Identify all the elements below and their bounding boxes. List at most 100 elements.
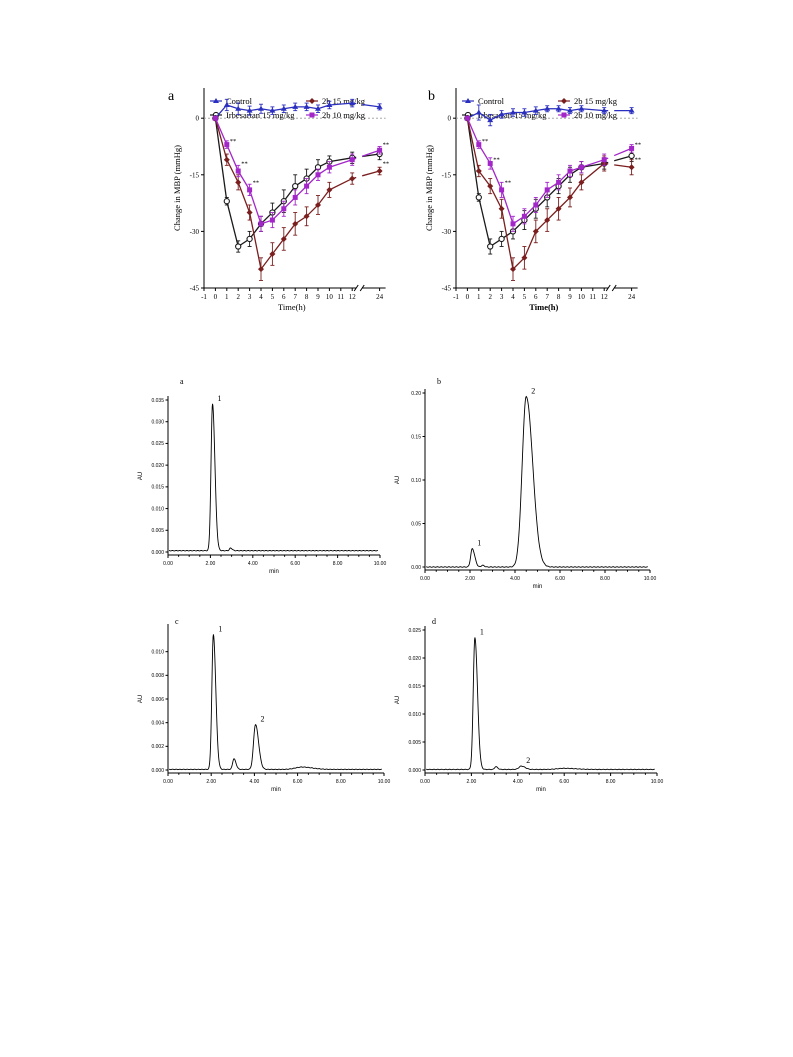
data-point	[487, 117, 494, 123]
y-tick-label: 0.15	[411, 434, 421, 440]
data-point	[304, 183, 310, 189]
legend-entry: 2b 15 mg/kg	[558, 96, 618, 106]
data-point	[349, 175, 356, 182]
significance-mark: **	[482, 138, 489, 145]
panel-letter: a	[168, 89, 175, 104]
legend-entry: Control	[210, 96, 253, 106]
significance-mark: **	[383, 142, 390, 149]
peak-label: 1	[477, 539, 481, 548]
legend-label: 2b 15 mg/kg	[574, 96, 618, 106]
data-point	[521, 109, 528, 115]
x-tick-label: 2.00	[467, 779, 477, 785]
y-tick-label: 0.005	[151, 528, 164, 534]
y-tick-label: -45	[190, 285, 200, 293]
data-point	[475, 194, 482, 201]
axis-break-mark	[611, 284, 617, 292]
peak-label: 2	[260, 714, 264, 723]
data-point	[544, 105, 551, 111]
x-tick-label: 4.00	[250, 779, 260, 785]
x-tick-label: 10	[326, 293, 334, 301]
x-tick-label: -1	[453, 293, 459, 301]
chromatogram-trace	[168, 403, 378, 552]
data-point	[555, 205, 562, 212]
y-tick-label: 0.05	[411, 521, 421, 527]
x-tick-label: 6.00	[555, 576, 565, 582]
data-point	[628, 164, 635, 171]
legend-entry: 2b 15 mg/kg	[306, 96, 366, 106]
y-axis-title: Change in MBP (mmHg)	[172, 145, 182, 231]
y-axis-title: AU	[395, 476, 401, 484]
x-tick-label: 12	[601, 293, 609, 301]
x-tick-label: 0	[466, 293, 470, 301]
data-point	[544, 217, 551, 224]
data-point	[510, 109, 516, 115]
data-point	[269, 251, 276, 258]
data-point	[269, 217, 275, 223]
x-axis-title: min	[271, 787, 281, 793]
data-point	[555, 105, 562, 111]
peak-label: 1	[218, 625, 222, 634]
data-point	[224, 142, 230, 148]
x-tick-label: 1	[225, 293, 229, 301]
significance-mark: **	[241, 160, 248, 167]
data-point	[533, 202, 539, 208]
y-tick-label: -15	[442, 171, 452, 179]
panel-letter: a	[180, 377, 184, 386]
y-tick-label: 0.004	[151, 720, 164, 726]
x-tick-label: 3	[500, 293, 504, 301]
x-tick-label: 5	[271, 293, 275, 301]
data-point	[235, 168, 241, 174]
legend-label: 2b 15 mg/kg	[322, 96, 366, 106]
x-tick-label: 11	[337, 293, 344, 301]
data-point	[510, 266, 516, 273]
data-point	[628, 152, 635, 160]
peak-label: 1	[218, 394, 222, 403]
data-point	[578, 179, 585, 186]
data-point	[235, 243, 242, 250]
x-tick-label: 8.00	[333, 561, 343, 567]
bp-chart-svg: a0-15-30-45-1 0 1 2 3 4 5 6 7 8 9 10 11 12 24Time(h)Ch…	[168, 88, 641, 312]
data-point	[498, 205, 505, 212]
data-point	[464, 115, 470, 121]
y-tick-label: 0.020	[151, 463, 164, 469]
legend-label: Control	[226, 96, 253, 106]
data-point	[235, 179, 242, 186]
x-tick-label: 10.00	[378, 779, 391, 785]
chromatogram-panel-d: d 0.000 0.005 0.010 0.015 0.020 0.025 0.00 2.00 4…	[395, 617, 663, 793]
axis-break-mark	[605, 284, 611, 292]
data-point	[601, 157, 607, 163]
data-point	[223, 101, 230, 107]
data-point	[315, 201, 321, 208]
data-point	[258, 221, 264, 227]
x-tick-label: 0.00	[420, 576, 430, 582]
data-point	[280, 105, 287, 111]
x-tick-label: 6	[282, 293, 286, 301]
y-tick-label: 0.000	[151, 768, 164, 774]
x-tick-label: 9	[568, 293, 572, 301]
data-point	[475, 168, 482, 175]
data-point	[487, 183, 494, 190]
data-point	[521, 254, 528, 261]
data-point	[292, 194, 298, 200]
data-point	[476, 142, 482, 148]
series-2	[212, 115, 383, 281]
chromatogram-panel-b: b 0.00 0.05 0.10 0.15 0.20 0.00 2.00 4.00 6.00 8.0…	[395, 377, 656, 590]
chromatogram-trace	[426, 395, 648, 568]
bp-panel-b: b0-15-30-45-1 0 1 2 3 4 5 6 7 8 9 10 11 12 24Time(h)Ch…	[424, 88, 641, 312]
significance-mark: **	[505, 179, 512, 186]
x-tick-label: 0.00	[420, 779, 430, 785]
y-tick-label: 0.000	[408, 768, 421, 774]
x-tick-label: 10.00	[644, 576, 657, 582]
x-tick-label: 7	[293, 293, 297, 301]
data-point	[315, 172, 321, 178]
significance-mark: **	[635, 142, 642, 149]
y-tick-label: 0.030	[151, 420, 164, 426]
data-point	[487, 160, 493, 166]
x-tick-label: 3	[248, 293, 252, 301]
series-line	[466, 118, 632, 248]
x-axis-title: Time(h)	[529, 302, 558, 312]
significance-mark: **	[230, 138, 237, 145]
data-point	[567, 107, 573, 113]
y-tick-label: -15	[190, 171, 200, 179]
data-point	[326, 164, 332, 170]
